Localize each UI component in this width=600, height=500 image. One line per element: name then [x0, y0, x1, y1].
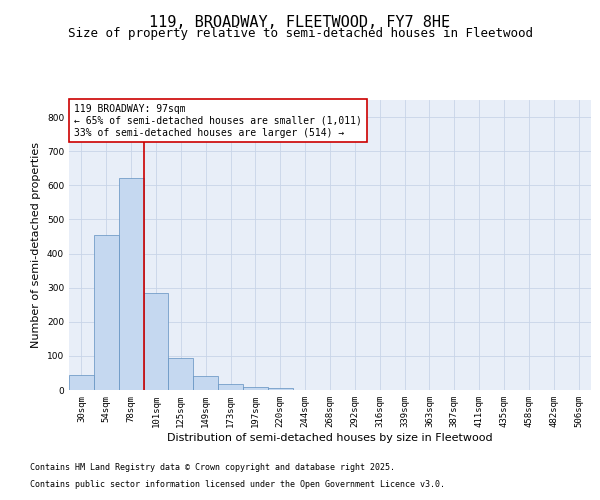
Y-axis label: Number of semi-detached properties: Number of semi-detached properties: [31, 142, 41, 348]
Bar: [218, 384, 243, 390]
Bar: [119, 178, 143, 390]
Text: Contains public sector information licensed under the Open Government Licence v3: Contains public sector information licen…: [30, 480, 445, 489]
Bar: [243, 388, 268, 390]
Text: Contains HM Land Registry data © Crown copyright and database right 2025.: Contains HM Land Registry data © Crown c…: [30, 464, 395, 472]
Bar: [268, 388, 293, 390]
Bar: [169, 358, 193, 390]
Bar: [94, 235, 119, 390]
X-axis label: Distribution of semi-detached houses by size in Fleetwood: Distribution of semi-detached houses by …: [167, 432, 493, 442]
Bar: [143, 293, 169, 390]
Text: 119, BROADWAY, FLEETWOOD, FY7 8HE: 119, BROADWAY, FLEETWOOD, FY7 8HE: [149, 15, 451, 30]
Bar: [69, 374, 94, 390]
Text: Size of property relative to semi-detached houses in Fleetwood: Size of property relative to semi-detach…: [67, 28, 533, 40]
Bar: [193, 376, 218, 390]
Text: 119 BROADWAY: 97sqm
← 65% of semi-detached houses are smaller (1,011)
33% of sem: 119 BROADWAY: 97sqm ← 65% of semi-detach…: [74, 104, 362, 138]
